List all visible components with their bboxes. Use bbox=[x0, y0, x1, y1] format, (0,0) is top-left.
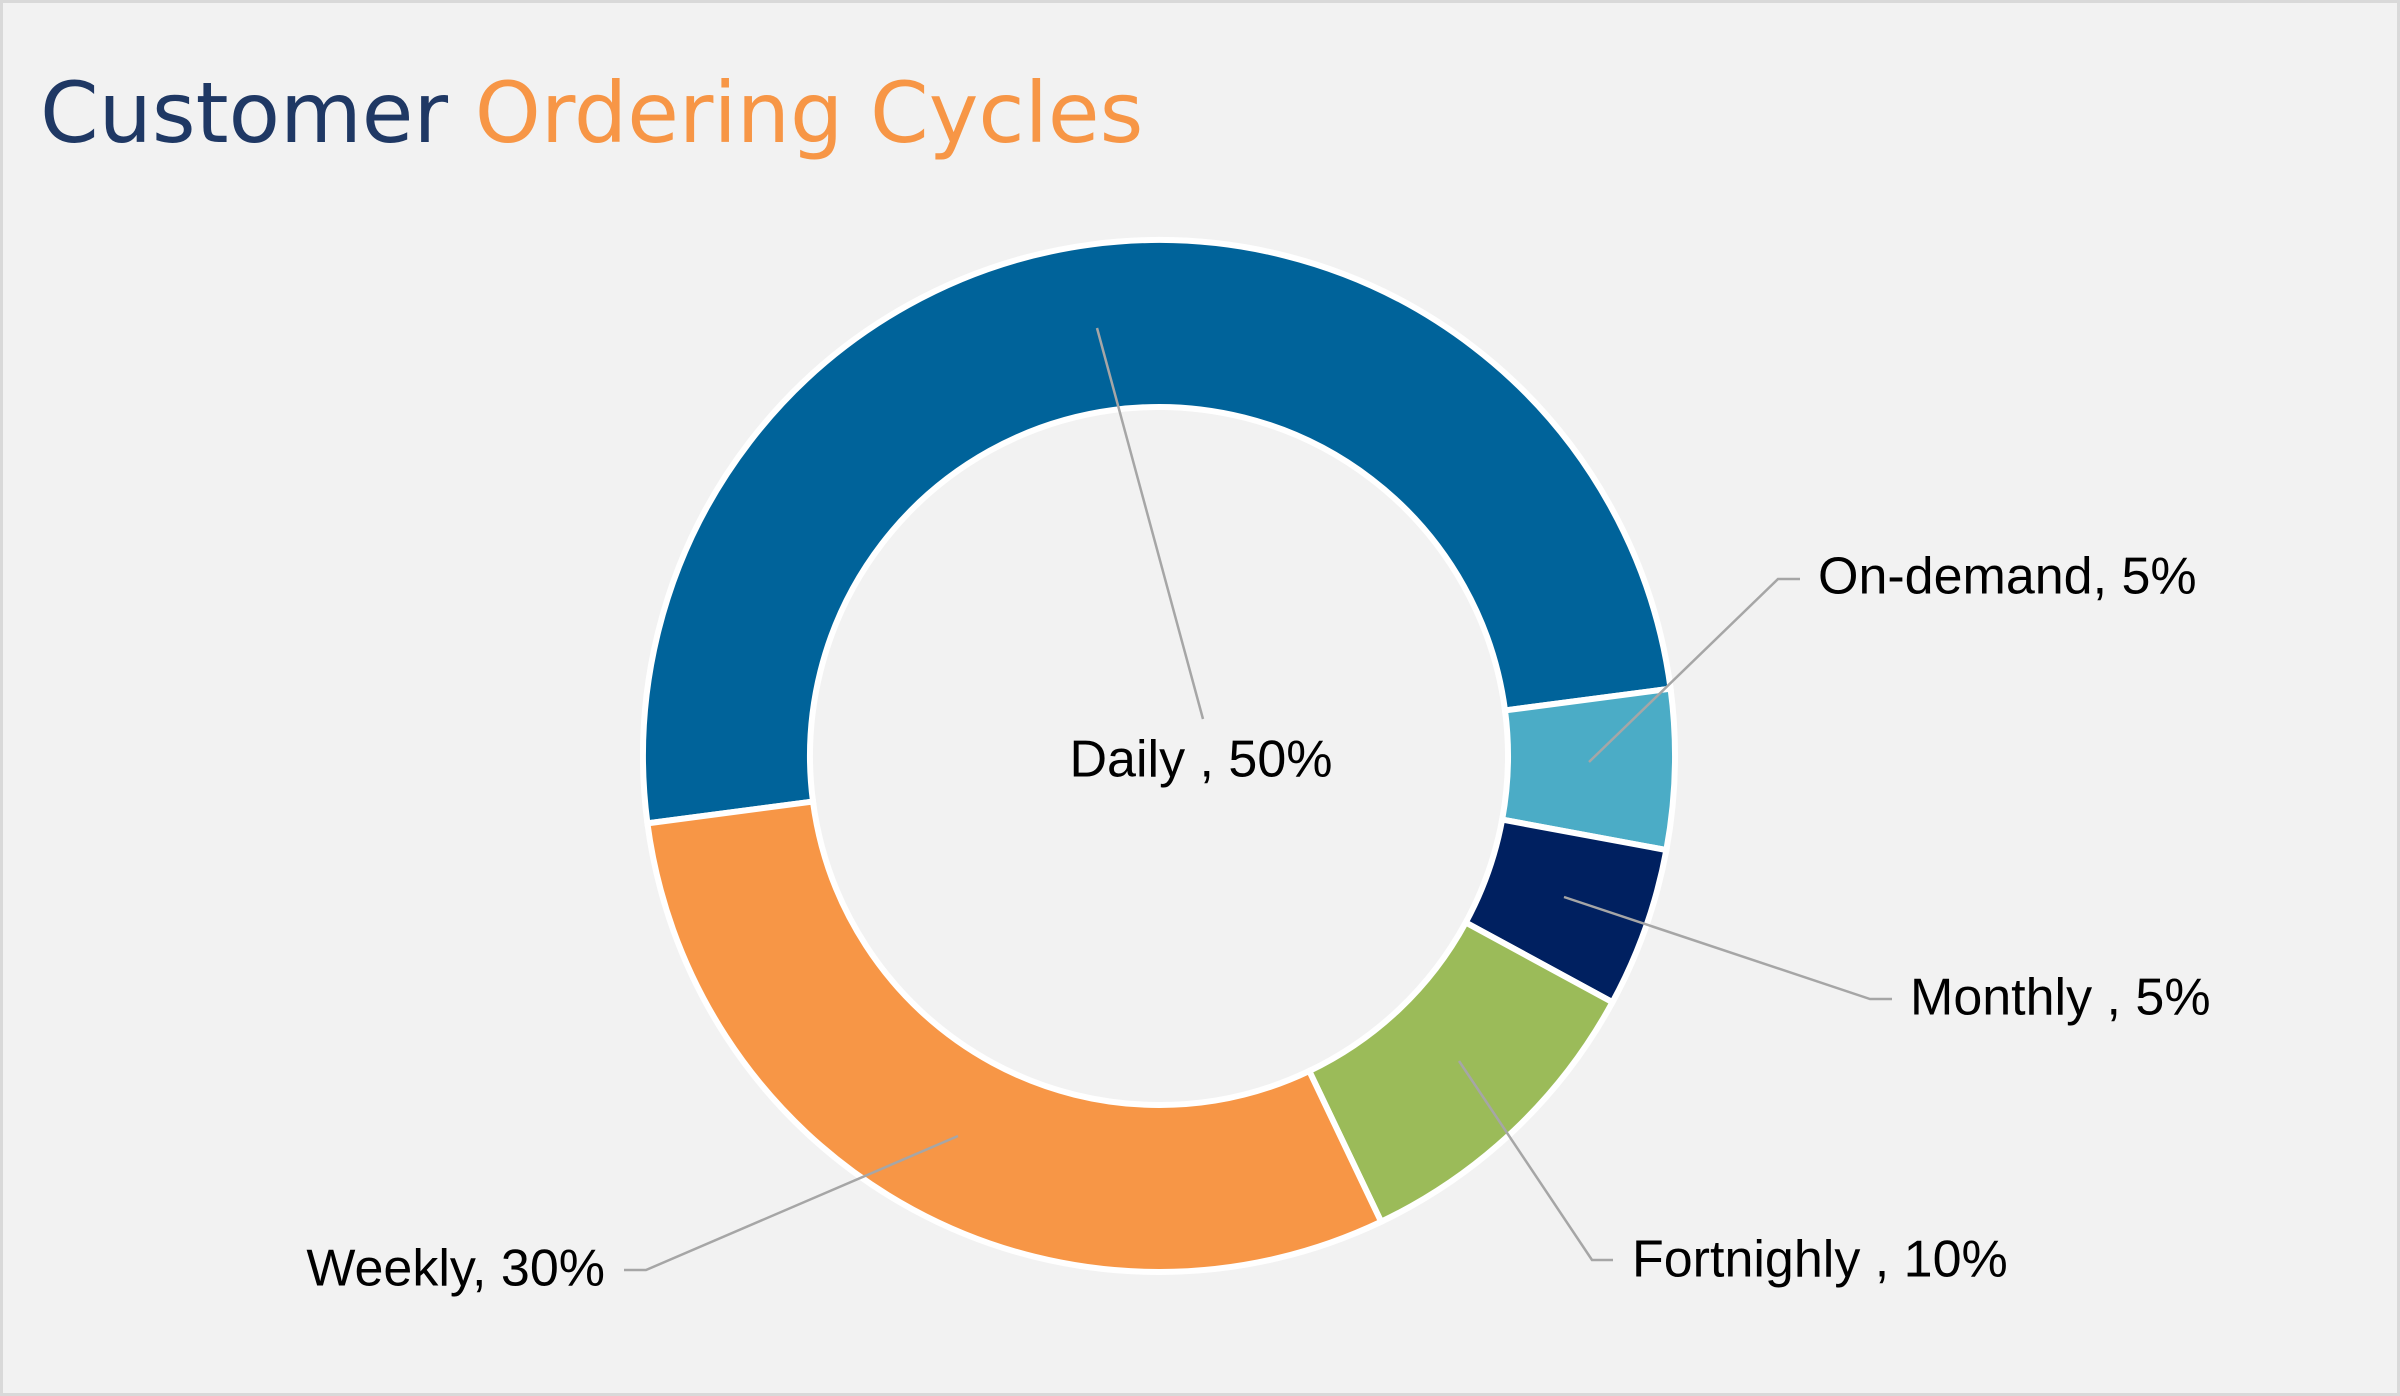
labels: Daily , 50% On-demand, 5% Monthly , 5% Fort… bbox=[306, 327, 2211, 1298]
leader-line bbox=[1095, 327, 1205, 720]
data-label: Weekly, 30% bbox=[306, 1240, 605, 1298]
donut bbox=[640, 237, 1678, 1275]
title-part: Ordering Cycles bbox=[475, 64, 1144, 162]
data-label: On-demand, 5% bbox=[1818, 548, 2197, 606]
leader-line bbox=[624, 1134, 959, 1272]
donut-slice bbox=[644, 798, 1386, 1275]
leader-line bbox=[1457, 1060, 1613, 1262]
data-label: Daily , 50% bbox=[1070, 731, 1333, 789]
chart-title: Customer Ordering Cycles bbox=[40, 64, 1143, 162]
donut-slice bbox=[640, 237, 1674, 827]
title-part: Customer bbox=[40, 64, 448, 162]
leader-line bbox=[1563, 895, 1892, 1001]
data-label: Fortnighly , 10% bbox=[1632, 1231, 2008, 1289]
leader-line bbox=[1588, 577, 1800, 763]
data-label: Monthly , 5% bbox=[1910, 969, 2211, 1027]
